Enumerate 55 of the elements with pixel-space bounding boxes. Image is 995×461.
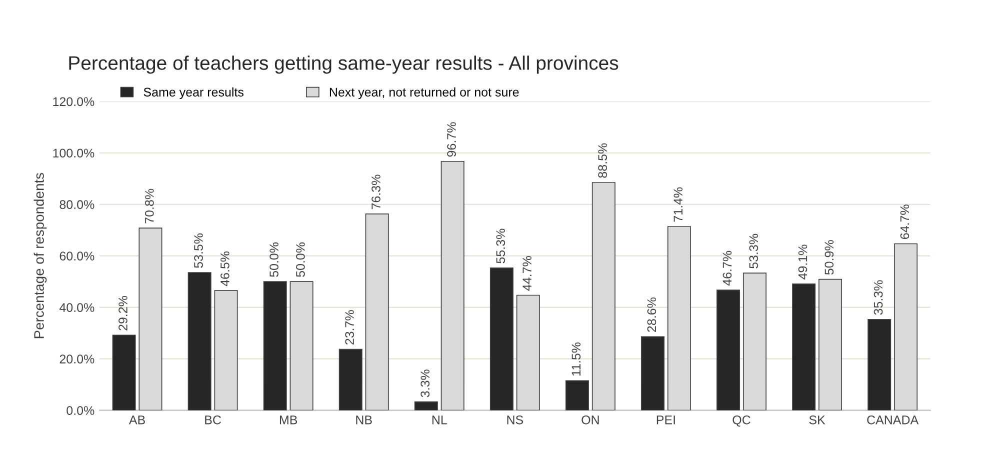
data-label: 49.1% bbox=[798, 244, 808, 280]
data-label: 50.0% bbox=[270, 242, 278, 277]
bar bbox=[565, 380, 589, 410]
bar bbox=[792, 283, 816, 410]
legend-label: Same year results bbox=[144, 87, 244, 100]
data-label: 71.4% bbox=[674, 187, 682, 222]
bar bbox=[338, 348, 362, 410]
x-tick-label: CANADA bbox=[867, 415, 919, 424]
data-label: 46.7% bbox=[722, 250, 732, 286]
data-label: 23.7% bbox=[345, 310, 354, 344]
x-tick-label: MB bbox=[280, 416, 298, 424]
y-tick-label: 60.0% bbox=[60, 252, 94, 261]
data-label: 50.0% bbox=[296, 242, 305, 277]
x-tick-label: NB bbox=[356, 416, 372, 424]
chart-title: Percentage of teachers getting same-year results - All provinces bbox=[69, 56, 618, 74]
bar bbox=[263, 281, 287, 410]
data-label: 44.7% bbox=[522, 256, 532, 291]
data-label: 53.3% bbox=[749, 234, 758, 268]
bar bbox=[868, 319, 892, 410]
bar bbox=[414, 401, 438, 410]
data-label: 11.5% bbox=[572, 342, 581, 376]
data-label: 46.5% bbox=[220, 251, 230, 286]
y-tick-label: 100.0% bbox=[53, 148, 94, 158]
x-tick-label: NS bbox=[507, 415, 524, 424]
data-label: 50.9% bbox=[824, 240, 834, 275]
data-label: 64.7% bbox=[900, 204, 910, 239]
data-label: 28.6% bbox=[647, 298, 656, 332]
data-label: 76.3% bbox=[372, 174, 380, 210]
x-tick-label: BC bbox=[205, 415, 221, 424]
data-label: 35.3% bbox=[874, 280, 883, 315]
x-tick-label: ON bbox=[582, 415, 599, 424]
y-tick-label: 120.0% bbox=[53, 97, 94, 106]
data-label: 96.7% bbox=[447, 122, 456, 157]
data-label: 3.3% bbox=[420, 370, 430, 398]
y-tick-label: 0.0% bbox=[66, 406, 94, 415]
x-tick-label: QC bbox=[732, 415, 750, 427]
data-label: 70.8% bbox=[144, 188, 154, 224]
x-tick-label: AB bbox=[128, 416, 145, 424]
bar bbox=[641, 336, 665, 410]
legend-label: Next year, not returned or not sure bbox=[330, 87, 519, 100]
y-tick-label: 80.0% bbox=[60, 200, 94, 210]
data-label: 55.3% bbox=[496, 228, 506, 264]
data-label: 88.5% bbox=[598, 143, 608, 178]
bar bbox=[112, 334, 136, 410]
x-tick-label: PEI bbox=[656, 416, 675, 424]
bar bbox=[188, 272, 212, 410]
y-axis-title: Percentage of respondents bbox=[34, 172, 47, 338]
x-tick-label: SK bbox=[809, 415, 826, 424]
y-tick-label: 20.0% bbox=[60, 354, 94, 364]
x-tick-label: NL bbox=[432, 416, 447, 424]
data-label: 53.5% bbox=[194, 233, 203, 268]
data-label: 29.2% bbox=[118, 296, 128, 330]
bar bbox=[490, 268, 514, 410]
bar bbox=[716, 290, 740, 410]
y-tick-label: 40.0% bbox=[59, 303, 94, 312]
